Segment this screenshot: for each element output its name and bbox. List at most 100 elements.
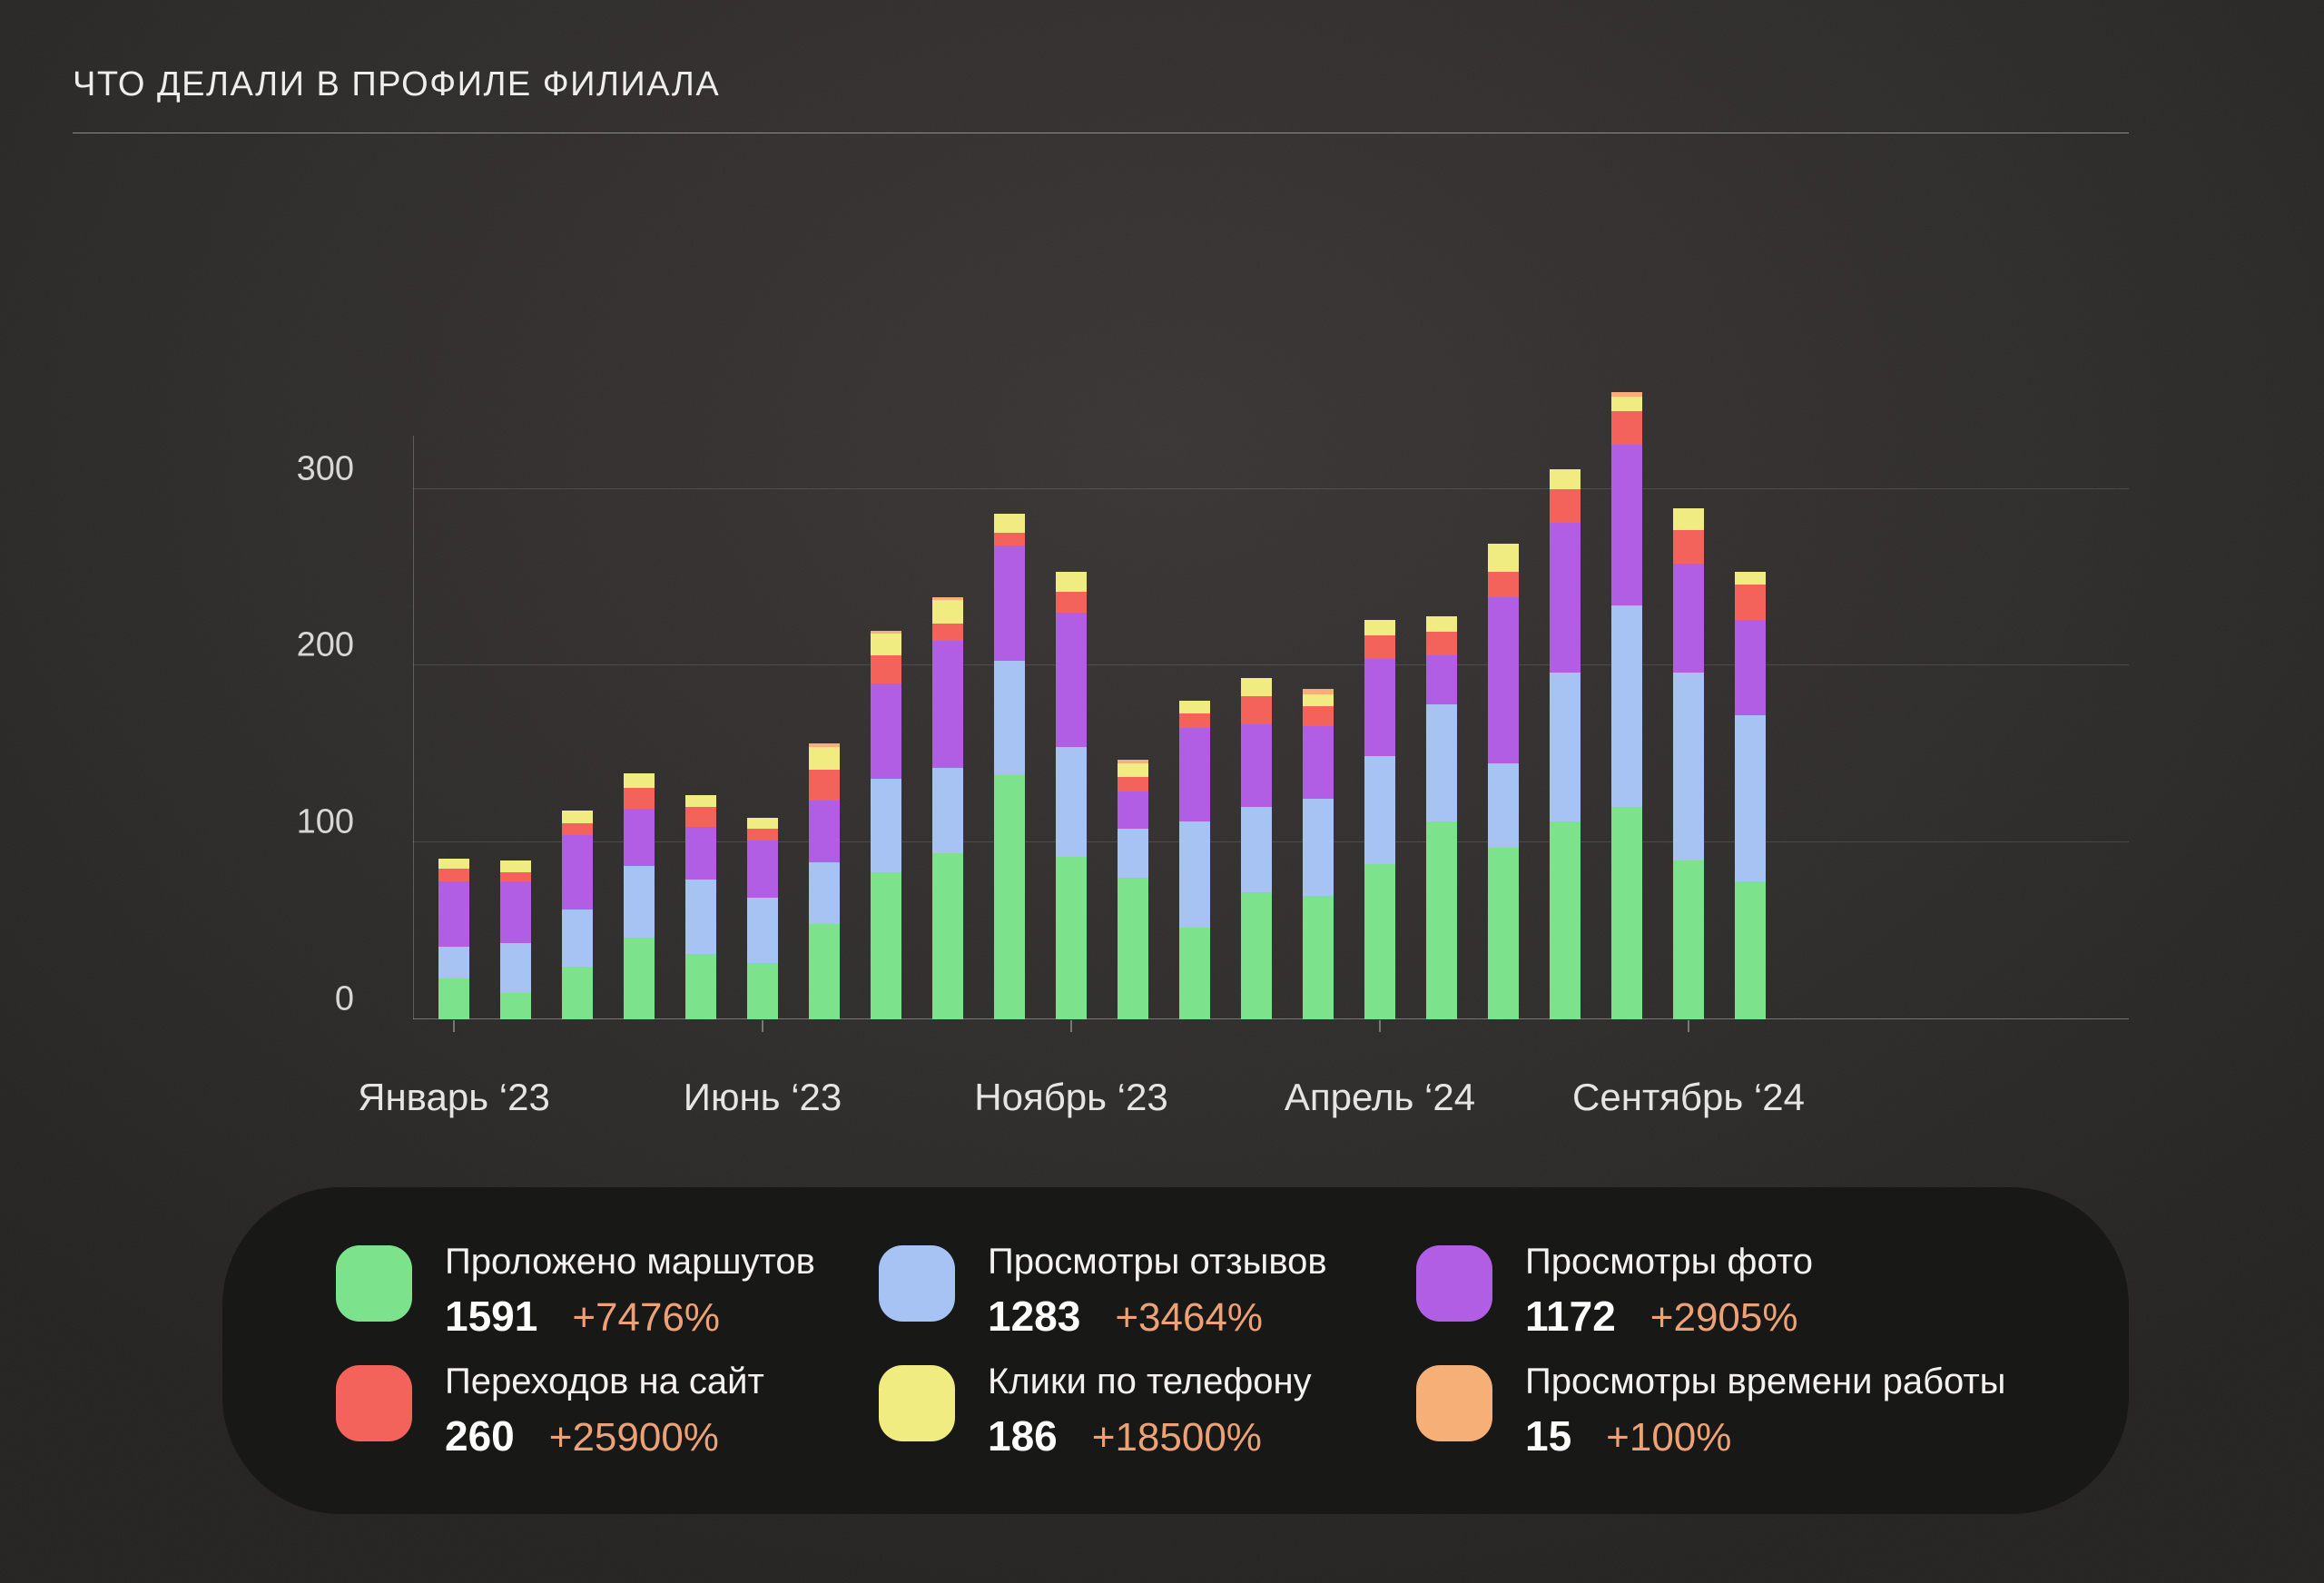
segment-Просмотры фото[interactable]	[747, 841, 778, 898]
segment-Просмотры фото[interactable]	[1735, 619, 1766, 715]
segment-Переходов на сайт[interactable]	[1611, 411, 1642, 446]
segment-Проложено маршутов[interactable]	[1303, 895, 1334, 1019]
segment-Переходов на сайт[interactable]	[871, 654, 901, 683]
segment-Переходов на сайт[interactable]	[1735, 584, 1766, 620]
segment-Переходов на сайт[interactable]	[1426, 632, 1457, 655]
segment-Просмотры фото[interactable]	[1550, 522, 1581, 674]
segment-Клики по телефону[interactable]	[1364, 619, 1395, 636]
segment-Просмотры отзывов[interactable]	[747, 897, 778, 963]
bar-Август ‘23[interactable]	[871, 630, 901, 1019]
segment-Клики по телефону[interactable]	[1118, 762, 1148, 778]
bar-Октябрь ‘24[interactable]	[1735, 572, 1766, 1019]
segment-Переходов на сайт[interactable]	[1364, 635, 1395, 659]
segment-Просмотры отзывов[interactable]	[1673, 673, 1704, 860]
segment-Просмотры отзывов[interactable]	[871, 779, 901, 873]
segment-Проложено маршутов[interactable]	[1488, 848, 1519, 1019]
segment-Переходов на сайт[interactable]	[685, 807, 716, 827]
segment-Клики по телефону[interactable]	[994, 513, 1025, 534]
segment-Клики по телефону[interactable]	[500, 860, 531, 873]
segment-Просмотры отзывов[interactable]	[624, 865, 655, 939]
segment-Проложено маршутов[interactable]	[1611, 807, 1642, 1019]
segment-Просмотры отзывов[interactable]	[685, 880, 716, 954]
segment-Проложено маршутов[interactable]	[1364, 863, 1395, 1019]
bar-Март ‘24[interactable]	[1303, 688, 1334, 1019]
segment-Просмотры отзывов[interactable]	[1118, 828, 1148, 879]
segment-Переходов на сайт[interactable]	[562, 822, 593, 836]
segment-Проложено маршутов[interactable]	[871, 872, 901, 1019]
segment-Просмотры фото[interactable]	[994, 546, 1025, 661]
segment-Переходов на сайт[interactable]	[1056, 591, 1087, 614]
segment-Просмотры времени работы[interactable]	[1611, 391, 1642, 398]
segment-Просмотры фото[interactable]	[1118, 791, 1148, 829]
bar-Октябрь ‘23[interactable]	[994, 513, 1025, 1019]
segment-Просмотры отзывов[interactable]	[1179, 821, 1210, 928]
segment-Переходов на сайт[interactable]	[438, 869, 469, 882]
segment-Просмотры фото[interactable]	[1303, 725, 1334, 799]
bar-Сентябрь ‘23[interactable]	[932, 596, 963, 1019]
segment-Просмотры фото[interactable]	[871, 683, 901, 780]
segment-Просмотры фото[interactable]	[1056, 613, 1087, 748]
legend-item-6[interactable]: Просмотры времени работы 15 +100%	[1416, 1362, 2047, 1460]
segment-Клики по телефону[interactable]	[1488, 544, 1519, 573]
segment-Проложено маршутов[interactable]	[809, 923, 840, 1019]
segment-Просмотры отзывов[interactable]	[1735, 715, 1766, 882]
segment-Просмотры фото[interactable]	[1179, 727, 1210, 821]
bar-Апрель ‘24[interactable]	[1364, 619, 1395, 1019]
bar-Январь ‘24[interactable]	[1179, 701, 1210, 1019]
bar-Декабрь ‘23[interactable]	[1118, 759, 1148, 1019]
segment-Переходов на сайт[interactable]	[500, 872, 531, 882]
segment-Проложено маршутов[interactable]	[994, 775, 1025, 1019]
segment-Просмотры отзывов[interactable]	[562, 909, 593, 967]
segment-Просмотры отзывов[interactable]	[1303, 798, 1334, 896]
segment-Проложено маршутов[interactable]	[1056, 856, 1087, 1019]
bar-Июль ‘24[interactable]	[1550, 469, 1581, 1019]
bar-Июнь ‘24[interactable]	[1488, 544, 1519, 1019]
segment-Клики по телефону[interactable]	[809, 747, 840, 771]
segment-Переходов на сайт[interactable]	[1550, 488, 1581, 523]
segment-Просмотры фото[interactable]	[1488, 596, 1519, 763]
bar-Май ‘24[interactable]	[1426, 615, 1457, 1019]
segment-Клики по телефону[interactable]	[1735, 572, 1766, 585]
segment-Проложено маршутов[interactable]	[1241, 891, 1272, 1019]
segment-Просмотры времени работы[interactable]	[871, 630, 901, 634]
segment-Переходов на сайт[interactable]	[932, 623, 963, 642]
segment-Переходов на сайт[interactable]	[994, 533, 1025, 546]
segment-Переходов на сайт[interactable]	[747, 828, 778, 841]
bar-Июнь ‘23[interactable]	[747, 817, 778, 1019]
segment-Клики по телефону[interactable]	[685, 794, 716, 808]
segment-Клики по телефону[interactable]	[871, 634, 901, 655]
segment-Проложено маршутов[interactable]	[1673, 860, 1704, 1019]
segment-Просмотры времени работы[interactable]	[1303, 688, 1334, 694]
segment-Просмотры отзывов[interactable]	[1241, 807, 1272, 892]
segment-Просмотры фото[interactable]	[932, 641, 963, 769]
segment-Просмотры времени работы[interactable]	[932, 596, 963, 601]
segment-Переходов на сайт[interactable]	[1179, 713, 1210, 728]
bar-Ноябрь ‘23[interactable]	[1056, 572, 1087, 1019]
bar-Сентябрь ‘24[interactable]	[1673, 508, 1704, 1019]
segment-Просмотры фото[interactable]	[1364, 658, 1395, 756]
segment-Клики по телефону[interactable]	[1303, 693, 1334, 707]
segment-Клики по телефону[interactable]	[747, 817, 778, 829]
segment-Клики по телефону[interactable]	[1426, 615, 1457, 633]
segment-Проложено маршутов[interactable]	[1118, 878, 1148, 1019]
segment-Переходов на сайт[interactable]	[809, 770, 840, 801]
segment-Просмотры отзывов[interactable]	[500, 943, 531, 993]
segment-Проложено маршутов[interactable]	[500, 992, 531, 1019]
segment-Клики по телефону[interactable]	[624, 773, 655, 788]
segment-Клики по телефону[interactable]	[1550, 469, 1581, 489]
segment-Просмотры фото[interactable]	[809, 800, 840, 862]
segment-Клики по телефону[interactable]	[1179, 701, 1210, 714]
bar-Август ‘24[interactable]	[1611, 391, 1642, 1019]
segment-Просмотры фото[interactable]	[562, 835, 593, 910]
segment-Просмотры фото[interactable]	[438, 881, 469, 948]
segment-Переходов на сайт[interactable]	[1118, 777, 1148, 792]
segment-Просмотры фото[interactable]	[685, 826, 716, 880]
segment-Просмотры фото[interactable]	[1241, 723, 1272, 808]
segment-Просмотры фото[interactable]	[624, 809, 655, 866]
legend-item-5[interactable]: Клики по телефону 186 +18500%	[879, 1362, 1416, 1460]
segment-Проложено маршутов[interactable]	[1735, 881, 1766, 1019]
legend-item-3[interactable]: Просмотры фото 1172 +2905%	[1416, 1242, 2047, 1341]
legend-item-4[interactable]: Переходов на сайт 260 +25900%	[336, 1362, 879, 1460]
segment-Клики по телефону[interactable]	[562, 811, 593, 823]
segment-Просмотры отзывов[interactable]	[1611, 605, 1642, 808]
